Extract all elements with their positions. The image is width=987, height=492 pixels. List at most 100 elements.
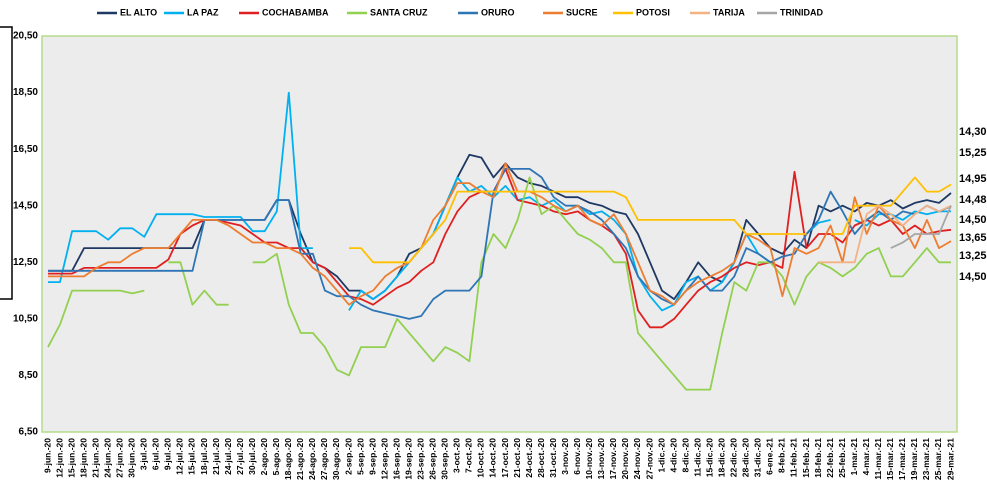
- end-label: 14,95: [959, 173, 987, 185]
- x-tick-label: 1-dic.-20: [656, 438, 666, 473]
- x-tick-label: 23-mar.-21: [921, 438, 931, 480]
- x-tick-label: 17-nov.-20: [608, 438, 618, 480]
- legend-label: POTOSI: [636, 7, 670, 17]
- legend-label: EL ALTO: [120, 7, 157, 17]
- x-tick-label: 4-mar.-21: [861, 438, 871, 476]
- x-tick-label: 17-oct.-20: [500, 438, 510, 478]
- legend-label: ORURO: [481, 7, 515, 17]
- x-tick-label: 12-jul.-20: [175, 438, 185, 475]
- x-tick-label: 27-jun.-20: [114, 438, 124, 478]
- x-tick-label: 6-jul.-20: [151, 438, 161, 470]
- x-tick-label: 8-dic.-20: [680, 438, 690, 473]
- x-tick-label: 30-jul.-20: [247, 438, 257, 475]
- legend-label: SANTA CRUZ: [370, 7, 428, 17]
- x-tick-label: 6-ene.-21: [765, 438, 775, 475]
- x-tick-label: 18-feb.-21: [813, 438, 823, 478]
- legend-label: COCHABAMBA: [262, 7, 329, 17]
- x-tick-label: 22-dic.-20: [729, 438, 739, 477]
- y-tick-label: 14,50: [13, 200, 38, 211]
- series-line: [349, 190, 807, 264]
- x-tick-label: 9-jul.-20: [163, 438, 173, 470]
- y-tick-label: 12,50: [13, 257, 38, 268]
- x-tick-label: 3-oct.-20: [452, 438, 462, 473]
- x-tick-label: 30-sep.-20: [440, 438, 450, 480]
- x-tick-label: 6-nov.-20: [572, 438, 582, 475]
- x-tick-label: 9-jun.-20: [42, 438, 52, 473]
- x-tick-label: 24-nov.-20: [632, 438, 642, 480]
- legend-label: TARIJA: [713, 7, 745, 17]
- end-label: 13,25: [959, 250, 987, 262]
- x-tick-label: 24-jun.-20: [102, 438, 112, 478]
- x-tick-label: 12-jun.-20: [54, 438, 64, 478]
- y-tick-label: 16,50: [13, 144, 38, 155]
- series-line: [818, 204, 952, 264]
- x-tick-label: 29-mar.-21: [945, 438, 955, 480]
- x-tick-label: 10-nov.-20: [584, 438, 594, 480]
- x-tick-label: 4-dic.-20: [668, 438, 678, 473]
- end-label: 14,48: [959, 194, 987, 206]
- end-label: 14,50: [959, 214, 987, 226]
- x-tick-label: 15-dic.-20: [704, 438, 714, 477]
- x-tick-label: 2-sep.-20: [343, 438, 353, 475]
- x-tick-label: 10-oct.-20: [476, 438, 486, 478]
- x-tick-label: 30-ago.-20: [331, 438, 341, 480]
- end-label: 15,25: [959, 147, 987, 159]
- y-tick-label: 6,50: [19, 427, 39, 438]
- y-tick-label: 10,50: [13, 313, 38, 324]
- x-tick-label: 2-ago.-20: [259, 438, 269, 476]
- x-tick-label: 1-mar.-21: [849, 438, 859, 476]
- x-tick-label: 3-nov.-20: [560, 438, 570, 475]
- x-tick-label: 31-dic.-20: [753, 438, 763, 477]
- x-tick-label: 11-feb.-21: [789, 438, 799, 477]
- x-tick-label: 21-ago.-20: [295, 438, 305, 480]
- x-tick-label: 8-feb.-21: [777, 438, 787, 473]
- x-tick-label: 25-feb.-21: [837, 438, 847, 478]
- x-tick-label: 18-dic.-20: [716, 438, 726, 477]
- x-tick-label: 27-jul.-20: [235, 438, 245, 475]
- legend-label: LA PAZ: [187, 7, 219, 17]
- y-tick-label: 20,50: [13, 31, 38, 42]
- x-tick-label: 16-sep.-20: [391, 438, 401, 480]
- end-label: 13,65: [959, 232, 987, 244]
- x-tick-label: 23-sep.-20: [415, 438, 425, 480]
- edge-frame: [0, 26, 13, 300]
- x-tick-label: 30-jun.-20: [127, 438, 137, 478]
- legend-label: SUCRE: [566, 7, 598, 17]
- x-tick-label: 19-sep.-20: [403, 438, 413, 480]
- series-line: [830, 176, 952, 235]
- x-tick-label: 26-sep.-20: [428, 438, 438, 480]
- legend-label: TRINIDAD: [780, 7, 823, 17]
- x-tick-label: 3-jul.-20: [139, 438, 149, 470]
- series-line: [47, 289, 145, 348]
- x-tick-label: 14-oct.-20: [488, 438, 498, 478]
- end-label: 14,50: [959, 271, 987, 283]
- y-tick-label: 8,50: [19, 370, 39, 381]
- series-line: [890, 205, 952, 249]
- y-tick-label: 18,50: [13, 87, 38, 98]
- x-tick-label: 18-ago.-20: [283, 438, 293, 480]
- x-tick-label: 15-mar.-21: [885, 438, 895, 480]
- x-tick-label: 18-jun.-20: [78, 438, 88, 478]
- x-tick-label: 21-oct.-20: [512, 438, 522, 478]
- x-tick-label: 24-oct.-20: [524, 438, 534, 478]
- x-tick-label: 17-mar.-21: [897, 438, 907, 480]
- x-tick-label: 27-nov.-20: [644, 438, 654, 480]
- x-tick-label: 5-sep.-20: [355, 438, 365, 475]
- series-line: [252, 176, 951, 391]
- x-tick-label: 5-ago.-20: [271, 438, 281, 476]
- x-tick-label: 19-mar.-21: [909, 438, 919, 480]
- x-tick-label: 31-oct.-20: [548, 438, 558, 478]
- x-tick-label: 15-jul.-20: [187, 438, 197, 475]
- x-tick-label: 15-feb.-21: [801, 438, 811, 478]
- x-tick-label: 27-ago.-20: [319, 438, 329, 480]
- x-tick-label: 28-oct.-20: [536, 438, 546, 478]
- end-label: 14,30: [959, 126, 987, 138]
- series-line: [168, 261, 229, 306]
- x-tick-label: 15-jun.-20: [66, 438, 76, 478]
- x-tick-label: 11-mar.-21: [873, 438, 883, 480]
- x-tick-label: 28-dic.-20: [741, 438, 751, 477]
- x-tick-label: 9-sep.-20: [367, 438, 377, 475]
- x-tick-label: 13-nov.-20: [596, 438, 606, 480]
- x-tick-label: 24-jul.-20: [223, 438, 233, 475]
